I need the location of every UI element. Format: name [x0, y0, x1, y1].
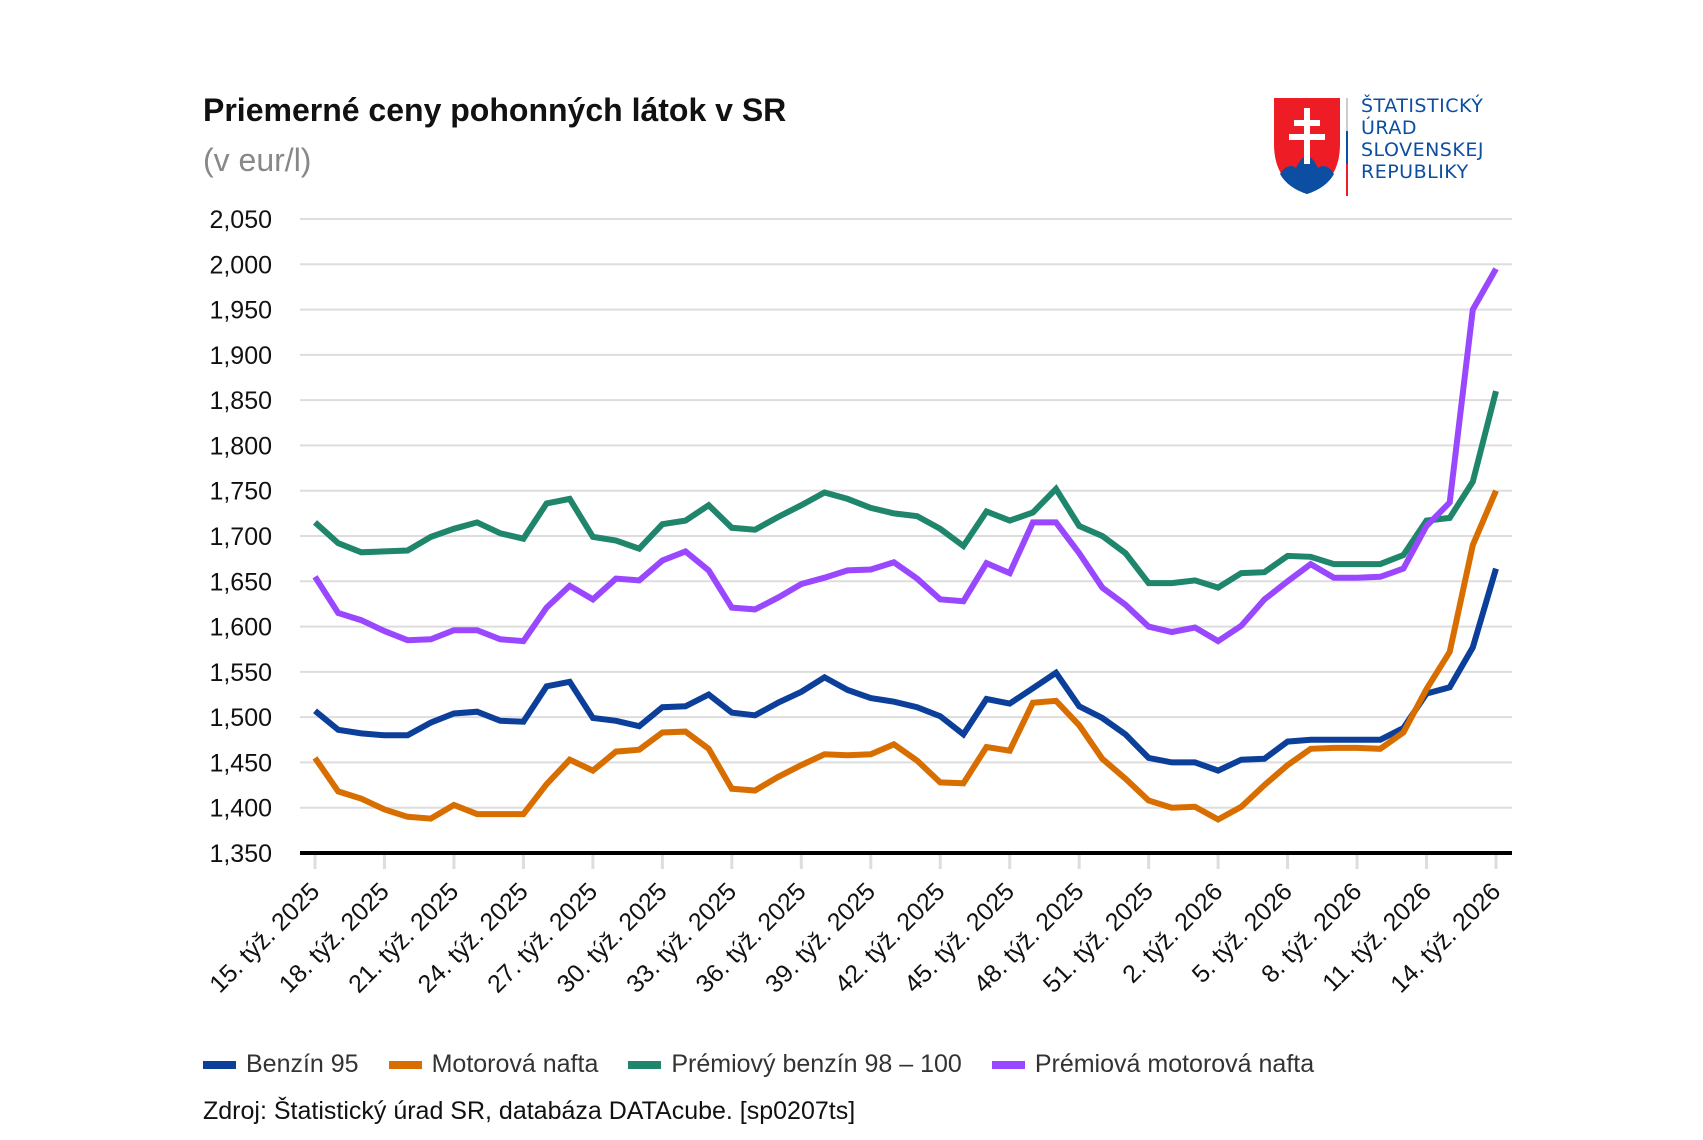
legend-swatch: [628, 1060, 662, 1069]
logo-divider-red: [1346, 164, 1348, 196]
series-lines: [312, 267, 1499, 823]
logo-text: ŠTATISTICKÝ ÚRAD SLOVENSKEJ REPUBLIKY: [1361, 95, 1484, 183]
y-tick-label: 1,500: [209, 704, 272, 732]
logo-divider-grey: [1346, 98, 1348, 131]
series-line[interactable]: [312, 489, 1499, 823]
legend-item-premiovy-benzin[interactable]: Prémiový benzín 98 – 100: [628, 1050, 962, 1079]
legend-item-premiova-nafta[interactable]: Prémiová motorová nafta: [991, 1050, 1315, 1079]
source-note: Zdroj: Štatistický úrad SR, databáza DAT…: [203, 1097, 856, 1125]
legend-label: Motorová nafta: [431, 1050, 599, 1078]
logo-line: ŠTATISTICKÝ: [1361, 95, 1484, 117]
y-tick-label: 1,900: [209, 342, 272, 370]
legend: Benzín 95 Motorová nafta Prémiový benzín…: [203, 1050, 1344, 1079]
logo-line: REPUBLIKY: [1361, 161, 1469, 183]
series-3: [312, 390, 1499, 591]
legend-swatch: [388, 1060, 422, 1069]
y-tick-label: 1,750: [209, 478, 272, 506]
y-tick-label: 1,550: [209, 659, 272, 687]
series-2: [312, 489, 1499, 823]
coat-of-arms-icon: [1274, 98, 1340, 194]
legend-label: Prémiový benzín 98 – 100: [671, 1050, 962, 1078]
legend-swatch: [991, 1060, 1025, 1069]
y-tick-label: 1,700: [209, 523, 272, 551]
y-tick-label: 1,850: [209, 387, 272, 415]
chart-title: Priemerné ceny pohonných látok v SR: [203, 92, 787, 128]
y-tick-label: 1,350: [209, 840, 272, 868]
y-tick-label: 1,600: [209, 614, 272, 642]
legend-item-benzin-95[interactable]: Benzín 95: [203, 1050, 359, 1079]
series-1: [313, 567, 1499, 774]
logo-divider-blue: [1346, 131, 1348, 164]
chart-subtitle: (v eur/l): [203, 142, 312, 178]
y-tick-label: 1,800: [209, 432, 272, 460]
legend-label: Prémiová motorová nafta: [1034, 1050, 1315, 1078]
y-tick-label: 2,000: [209, 251, 272, 279]
series-line[interactable]: [312, 267, 1499, 645]
series-4: [312, 267, 1499, 645]
legend-label: Benzín 95: [246, 1050, 359, 1078]
legend-item-motorova-nafta[interactable]: Motorová nafta: [388, 1050, 599, 1079]
series-line[interactable]: [312, 390, 1499, 591]
y-tick-label: 1,400: [209, 795, 272, 823]
logo-line: ÚRAD: [1361, 117, 1417, 139]
y-tick-label: 2,050: [209, 206, 272, 234]
logo-line: SLOVENSKEJ: [1361, 139, 1484, 161]
y-tick-label: 1,650: [209, 568, 272, 596]
grid-lines: [300, 218, 1512, 809]
y-tick-label: 1,950: [209, 297, 272, 325]
legend-swatch: [203, 1060, 236, 1069]
statistical-office-logo: [1274, 98, 1348, 196]
y-tick-label: 1,450: [209, 749, 272, 777]
y-axis-tick-labels: 1,350 1,400 1,450 1,500 1,550 1,600 1,650 1,700…: [209, 206, 272, 868]
series-line[interactable]: [313, 567, 1499, 774]
